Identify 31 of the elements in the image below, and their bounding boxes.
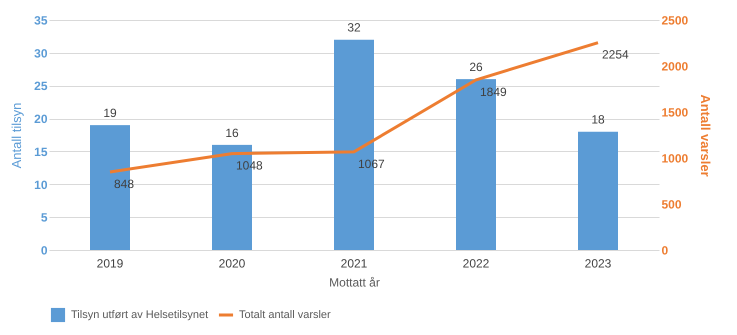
y-axis-title: Antall tilsyn (9, 102, 24, 168)
y-tick-label: 35 (34, 14, 48, 28)
y2-axis-title: Antall varsler (698, 94, 714, 177)
y2-tick-label: 0 (662, 244, 668, 258)
bar (578, 132, 618, 250)
x-tick-label: 2019 (96, 256, 124, 270)
legend-label: Totalt antall varsler (239, 309, 332, 321)
x-tick-label: 2020 (218, 256, 246, 270)
data-label: 26 (469, 60, 483, 74)
y-tick-label: 20 (34, 112, 48, 126)
y2-tick-label: 2500 (662, 14, 689, 28)
y-tick-label: 25 (34, 79, 48, 94)
data-label: 2254 (602, 48, 630, 62)
data-label: 19 (103, 106, 117, 120)
legend-label: Tilsyn utført av Helsetilsynet (71, 309, 208, 321)
y-tick-label: 5 (40, 210, 48, 225)
y-tick-label: 0 (40, 244, 48, 258)
y2-tick-label: 1000 (662, 152, 689, 166)
data-label: 16 (225, 126, 239, 140)
y2-tick-label: 1500 (662, 106, 689, 120)
y2-tick-label: 2000 (662, 60, 689, 74)
x-tick-label: 2021 (340, 256, 368, 270)
x-axis-title: Mottatt år (329, 276, 380, 290)
y2-tick-label: 500 (662, 198, 682, 212)
y-tick-label: 30 (34, 46, 48, 60)
x-tick-label: 2022 (462, 256, 490, 270)
x-tick-label: 2023 (584, 256, 612, 270)
data-label: 18 (591, 112, 605, 127)
y-tick-label: 10 (34, 178, 48, 192)
data-label: 32 (347, 20, 361, 35)
y-tick-label: 15 (34, 144, 48, 159)
